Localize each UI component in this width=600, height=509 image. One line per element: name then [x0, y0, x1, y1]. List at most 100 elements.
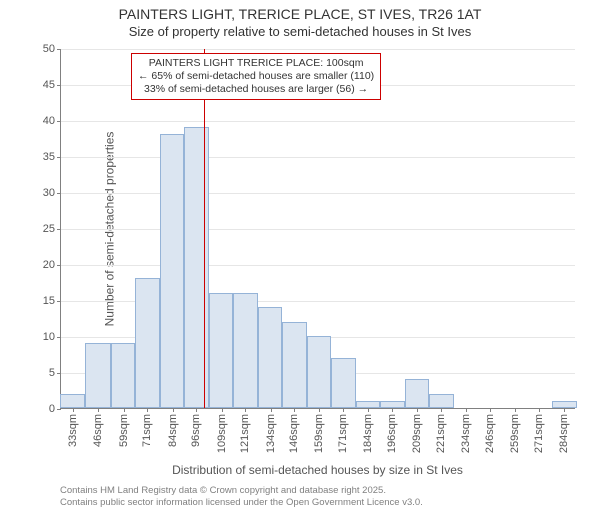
histogram-bar [184, 127, 208, 408]
histogram-bar [552, 401, 577, 408]
xtick-label: 221sqm [435, 414, 447, 453]
xtick-label: 234sqm [460, 414, 472, 453]
ytick-label: 0 [49, 403, 55, 415]
gridline [61, 49, 575, 50]
histogram-bar [307, 336, 331, 408]
xtick-mark [271, 408, 272, 412]
histogram-bar [233, 293, 257, 408]
chart-title-sub: Size of property relative to semi-detach… [0, 24, 600, 39]
ytick-mark [57, 265, 61, 266]
xtick-label: 196sqm [386, 414, 398, 453]
histogram-bar [405, 379, 429, 408]
x-axis-title: Distribution of semi-detached houses by … [60, 463, 575, 477]
xtick-mark [73, 408, 74, 412]
histogram-bar [380, 401, 404, 408]
xtick-mark [147, 408, 148, 412]
xtick-label: 284sqm [558, 414, 570, 453]
plot-area: 0510152025303540455033sqm46sqm59sqm71sqm… [60, 49, 575, 409]
xtick-label: 271sqm [533, 414, 545, 453]
histogram-bar [209, 293, 233, 408]
annotation-line: ← 65% of semi-detached houses are smalle… [138, 70, 374, 83]
xtick-mark [392, 408, 393, 412]
histogram-bar [85, 343, 110, 408]
xtick-mark [539, 408, 540, 412]
marker-line [204, 49, 205, 408]
footer-line-2: Contains public sector information licen… [60, 497, 575, 509]
ytick-mark [57, 193, 61, 194]
xtick-label: 109sqm [216, 414, 228, 453]
xtick-label: 246sqm [484, 414, 496, 453]
xtick-label: 59sqm [118, 414, 130, 447]
xtick-label: 134sqm [265, 414, 277, 453]
ytick-mark [57, 229, 61, 230]
ytick-label: 25 [43, 223, 55, 235]
chart-title-main: PAINTERS LIGHT, TRERICE PLACE, ST IVES, … [0, 6, 600, 22]
ytick-label: 45 [43, 79, 55, 91]
gridline [61, 193, 575, 194]
xtick-mark [343, 408, 344, 412]
xtick-label: 96sqm [190, 414, 202, 447]
ytick-mark [57, 49, 61, 50]
ytick-mark [57, 157, 61, 158]
ytick-mark [57, 85, 61, 86]
xtick-label: 33sqm [67, 414, 79, 447]
annotation-box: PAINTERS LIGHT TRERICE PLACE: 100sqm← 65… [131, 53, 381, 100]
ytick-mark [57, 373, 61, 374]
histogram-bar [135, 278, 159, 408]
gridline [61, 229, 575, 230]
chart-container: Number of semi-detached properties 05101… [60, 49, 575, 409]
xtick-mark [245, 408, 246, 412]
xtick-label: 121sqm [239, 414, 251, 453]
chart-titles: PAINTERS LIGHT, TRERICE PLACE, ST IVES, … [0, 6, 600, 39]
xtick-label: 209sqm [411, 414, 423, 453]
gridline [61, 265, 575, 266]
xtick-mark [466, 408, 467, 412]
histogram-bar [282, 322, 306, 408]
xtick-label: 171sqm [337, 414, 349, 453]
xtick-mark [222, 408, 223, 412]
xtick-mark [196, 408, 197, 412]
xtick-label: 71sqm [141, 414, 153, 447]
xtick-label: 259sqm [509, 414, 521, 453]
xtick-mark [319, 408, 320, 412]
gridline [61, 121, 575, 122]
histogram-bar [429, 394, 453, 408]
xtick-label: 184sqm [362, 414, 374, 453]
xtick-mark [173, 408, 174, 412]
xtick-mark [417, 408, 418, 412]
annotation-line: PAINTERS LIGHT TRERICE PLACE: 100sqm [138, 57, 374, 70]
xtick-mark [98, 408, 99, 412]
xtick-mark [490, 408, 491, 412]
ytick-label: 35 [43, 151, 55, 163]
histogram-bar [111, 343, 135, 408]
ytick-label: 30 [43, 187, 55, 199]
gridline [61, 157, 575, 158]
xtick-mark [124, 408, 125, 412]
histogram-bar [356, 401, 380, 408]
ytick-mark [57, 121, 61, 122]
xtick-label: 159sqm [313, 414, 325, 453]
xtick-mark [441, 408, 442, 412]
histogram-bar [160, 134, 184, 408]
histogram-bar [258, 307, 282, 408]
ytick-label: 15 [43, 295, 55, 307]
histogram-bar [60, 394, 85, 408]
xtick-mark [515, 408, 516, 412]
xtick-label: 84sqm [167, 414, 179, 447]
footer-line-1: Contains HM Land Registry data © Crown c… [60, 485, 575, 497]
xtick-label: 146sqm [288, 414, 300, 453]
ytick-label: 40 [43, 115, 55, 127]
xtick-mark [368, 408, 369, 412]
ytick-mark [57, 409, 61, 410]
histogram-bar [331, 358, 355, 408]
ytick-mark [57, 301, 61, 302]
ytick-label: 50 [43, 43, 55, 55]
xtick-mark [294, 408, 295, 412]
xtick-label: 46sqm [92, 414, 104, 447]
annotation-line: 33% of semi-detached houses are larger (… [138, 83, 374, 96]
footer: Contains HM Land Registry data © Crown c… [60, 485, 575, 509]
ytick-label: 10 [43, 331, 55, 343]
xtick-mark [564, 408, 565, 412]
ytick-label: 5 [49, 367, 55, 379]
ytick-mark [57, 337, 61, 338]
